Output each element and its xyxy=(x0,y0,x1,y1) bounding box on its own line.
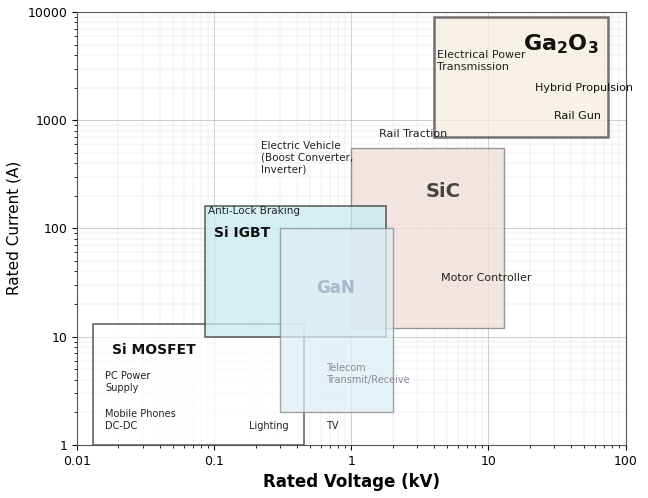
Text: Telecom
Transmit/Receive: Telecom Transmit/Receive xyxy=(326,364,410,385)
Text: Electrical Power
Transmission: Electrical Power Transmission xyxy=(437,50,526,72)
Text: TV: TV xyxy=(326,421,338,431)
X-axis label: Rated Voltage (kV): Rated Voltage (kV) xyxy=(263,473,440,491)
Text: Rail Traction: Rail Traction xyxy=(379,128,448,138)
Text: Si MOSFET: Si MOSFET xyxy=(112,343,196,357)
Bar xyxy=(351,148,504,328)
Bar xyxy=(434,17,608,137)
Text: Anti-Lock Braking: Anti-Lock Braking xyxy=(208,206,300,216)
Text: Si IGBT: Si IGBT xyxy=(214,226,270,241)
Text: GaN: GaN xyxy=(316,279,354,297)
Text: PC Power
Supply: PC Power Supply xyxy=(105,371,150,393)
Text: Hybrid Propulsion: Hybrid Propulsion xyxy=(535,83,634,93)
Bar xyxy=(205,206,386,337)
Bar xyxy=(93,324,304,445)
Text: SiC: SiC xyxy=(426,182,461,201)
Text: Rail Gun: Rail Gun xyxy=(554,111,601,121)
Text: Mobile Phones
DC-DC: Mobile Phones DC-DC xyxy=(105,409,176,431)
Text: Motor Controller: Motor Controller xyxy=(441,273,531,283)
Text: Lighting: Lighting xyxy=(249,421,289,431)
Y-axis label: Rated Current (A): Rated Current (A) xyxy=(7,161,22,295)
Bar xyxy=(280,229,393,412)
Text: $\mathbf{Ga_2O_3}$: $\mathbf{Ga_2O_3}$ xyxy=(524,33,599,56)
Text: Electric Vehicle
(Boost Converter,
Inverter): Electric Vehicle (Boost Converter, Inver… xyxy=(261,141,353,174)
